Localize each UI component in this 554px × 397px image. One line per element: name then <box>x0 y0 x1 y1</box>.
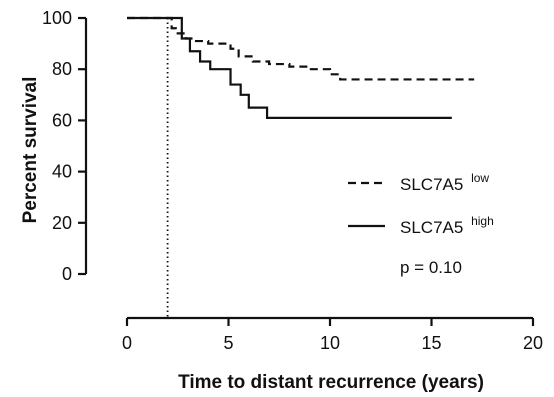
series-group <box>127 16 475 119</box>
legend-label-low-base: SLC7A5 <box>400 175 463 194</box>
series-line-low <box>127 16 475 81</box>
y-tick-label: 20 <box>52 213 72 233</box>
y-tick-label: 60 <box>52 110 72 130</box>
y-tick-label: 80 <box>52 59 72 79</box>
y-ticks: 0 20 40 60 80 100 <box>42 8 86 284</box>
legend-label-low: SLC7A5 low <box>400 171 489 194</box>
y-tick-label: 0 <box>62 264 72 284</box>
x-axis-title: Time to distant recurrence (years) <box>178 372 484 393</box>
x-tick-label: 20 <box>523 333 543 353</box>
legend-label-high-base: SLC7A5 <box>400 218 463 237</box>
x-ticks: 0 5 10 15 20 <box>122 318 543 353</box>
y-axis-title: Percent survival <box>20 77 41 224</box>
x-tick-label: 10 <box>320 333 340 353</box>
legend-label-low-sup: low <box>471 171 489 185</box>
x-tick-label: 15 <box>421 333 441 353</box>
axes <box>84 18 533 320</box>
x-tick-label: 5 <box>223 333 233 353</box>
p-value-annotation: p = 0.10 <box>400 258 462 277</box>
y-tick-label: 40 <box>52 162 72 182</box>
legend-label-high: SLC7A5 high <box>400 214 494 237</box>
series-line-high <box>127 16 452 119</box>
legend-label-high-sup: high <box>471 214 494 228</box>
x-tick-label: 0 <box>122 333 132 353</box>
y-tick-label: 100 <box>42 8 72 28</box>
legend: SLC7A5 low SLC7A5 high p = 0.10 <box>348 171 494 277</box>
